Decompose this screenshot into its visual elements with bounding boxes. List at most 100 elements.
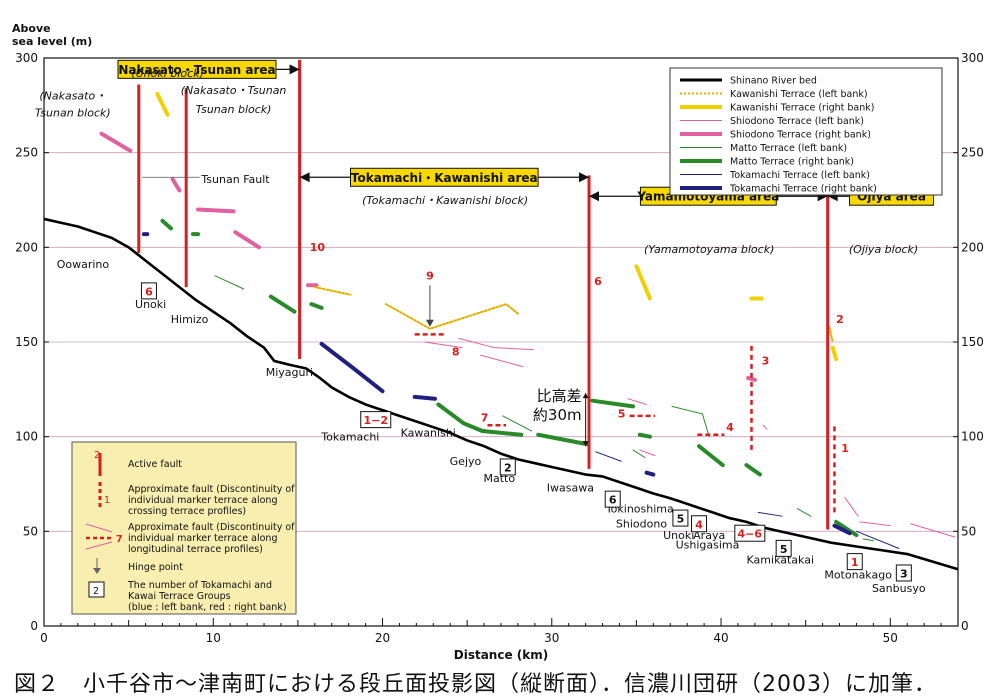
group-number: 6 <box>145 285 153 298</box>
y-tick-label-left: 150 <box>15 335 38 349</box>
terrace-segment <box>412 394 437 401</box>
x-tick-label: 0 <box>40 631 48 645</box>
y-axis-label-line1: Above <box>12 22 51 35</box>
y-tick-label-right: 250 <box>961 146 984 160</box>
place-label: Tokinoshima <box>605 502 674 515</box>
active-fault-number: 6 <box>594 275 602 288</box>
terrace-segment <box>196 207 236 214</box>
place-label: Miyaguri <box>266 366 313 379</box>
y-tick-label-left: 200 <box>15 240 38 254</box>
legend-label: Shinano River bed <box>730 76 817 87</box>
terrace-segment <box>796 508 812 517</box>
area-label: Nakasato・Tsunan area <box>118 63 275 77</box>
place-label: Shiodono <box>616 518 667 531</box>
y-tick-label-left: 0 <box>30 619 38 633</box>
place-label: Iwasawa <box>547 482 594 495</box>
terrace-segment <box>319 341 385 394</box>
terrace-segment <box>627 398 648 405</box>
y-tick-label-left: 50 <box>23 524 38 538</box>
terrace-segment <box>697 444 725 468</box>
terrace-segment <box>233 230 261 250</box>
terrace-segment <box>671 405 710 438</box>
place-labels: (Unoki block) (Nakasato・ Tsunan block) (Nak… <box>35 67 926 595</box>
block-label: Tsunan block) <box>196 103 272 116</box>
group-number: 4−6 <box>738 528 763 541</box>
approx-fault-number: 7 <box>481 412 489 425</box>
key-active-fault-label: Active fault <box>128 459 182 470</box>
y-tick-label-right: 100 <box>961 430 984 444</box>
terrace-segment <box>160 218 173 231</box>
key-group-number-box <box>88 581 105 598</box>
terrace-segment <box>855 530 900 549</box>
place-label: Kawanishi <box>401 427 456 440</box>
legend-box <box>669 67 943 196</box>
key-groups-label-2: Kawai Terrace Groups <box>128 591 231 602</box>
place-label: Gejyo <box>450 455 482 468</box>
terrace-segment <box>639 449 656 457</box>
group-number-box <box>846 553 863 571</box>
place-label: Kamikatakai <box>747 554 814 567</box>
active-fault-number: 10 <box>310 241 326 254</box>
terrace-segment <box>458 337 534 351</box>
terrace-segment <box>744 463 762 477</box>
terrace-segment <box>502 415 532 432</box>
key-approx-cross-label-2: individual marker terrace along <box>128 495 278 506</box>
x-tick-label: 40 <box>713 631 728 645</box>
terrace-segment <box>830 345 839 362</box>
tsunan-fault-label: Tsunan Fault <box>200 173 270 186</box>
y-tick-label-left: 100 <box>15 430 38 444</box>
place-label: Motonakago <box>824 569 892 582</box>
active-fault-number: 2 <box>836 313 844 326</box>
x-tick-label: 20 <box>375 631 390 645</box>
legend-label: Shiodono Terrace (right bank) <box>730 130 871 141</box>
y-tick-label-right: 50 <box>961 524 976 538</box>
group-number-box <box>360 411 392 429</box>
legend-label: Matto Terrace (left bank) <box>730 143 847 154</box>
terrace-segment <box>155 91 170 117</box>
group-number: 6 <box>609 494 617 507</box>
terrace-segment <box>480 354 524 368</box>
key-groups-label-1: The number of Tokamachi and <box>127 580 272 591</box>
y-axis-label-line2: sea level (m) <box>12 35 92 48</box>
block-label: (Nakasato・Tsunan <box>181 84 287 97</box>
river-bed-polyline <box>43 217 959 571</box>
key-hinge-label: Hinge point <box>128 562 183 573</box>
y-tick-label-left: 300 <box>15 51 38 65</box>
block-label: Tsunan block) <box>35 107 111 120</box>
terrace-segment <box>637 432 652 439</box>
terrace-segment <box>762 424 768 430</box>
terrace-segment <box>910 523 956 538</box>
terrace-segment <box>214 275 245 290</box>
approx-fault-number: 1 <box>841 442 849 455</box>
terrace-segment <box>644 470 656 477</box>
area-label-box <box>349 167 539 187</box>
key-active-fault-number: 2 <box>94 450 100 461</box>
terrace-segment <box>595 451 622 462</box>
key-approx-long-number: 7 <box>116 534 123 545</box>
place-label: Unoki <box>663 529 694 542</box>
place-label: Himizo <box>171 313 209 326</box>
terrace-segment <box>834 519 859 538</box>
terrace-segment <box>313 286 352 296</box>
area-arrow-right <box>289 64 300 75</box>
group-number-box <box>604 490 621 508</box>
key-approx-cross-label-1: Approximate fault (Discontinuity of <box>128 484 295 495</box>
hinge-arrow-head <box>425 319 434 327</box>
legend-label: Kawanishi Terrace (right bank) <box>730 103 874 114</box>
area-arrow-left <box>299 172 310 183</box>
key-groups-label-3: (blue : left bank, red : right bank) <box>128 602 287 613</box>
legend: Shinano River bed Kawanishi Terrace (left… <box>669 67 943 196</box>
y-tick-label-right: 0 <box>961 619 969 633</box>
terrace-segment <box>828 325 834 343</box>
y-tick-label-right: 300 <box>961 51 984 65</box>
terrace-segment <box>632 449 646 458</box>
x-tick-label: 50 <box>883 631 898 645</box>
terrace-segment <box>99 131 133 153</box>
group-number: 1−2 <box>363 414 388 427</box>
group-number: 4 <box>695 518 703 531</box>
terrace-segment <box>268 294 297 314</box>
key-approx-cross-label-3: crossing terrace profiles) <box>128 506 246 517</box>
legend-label: Matto Terrace (right bank) <box>730 157 854 168</box>
